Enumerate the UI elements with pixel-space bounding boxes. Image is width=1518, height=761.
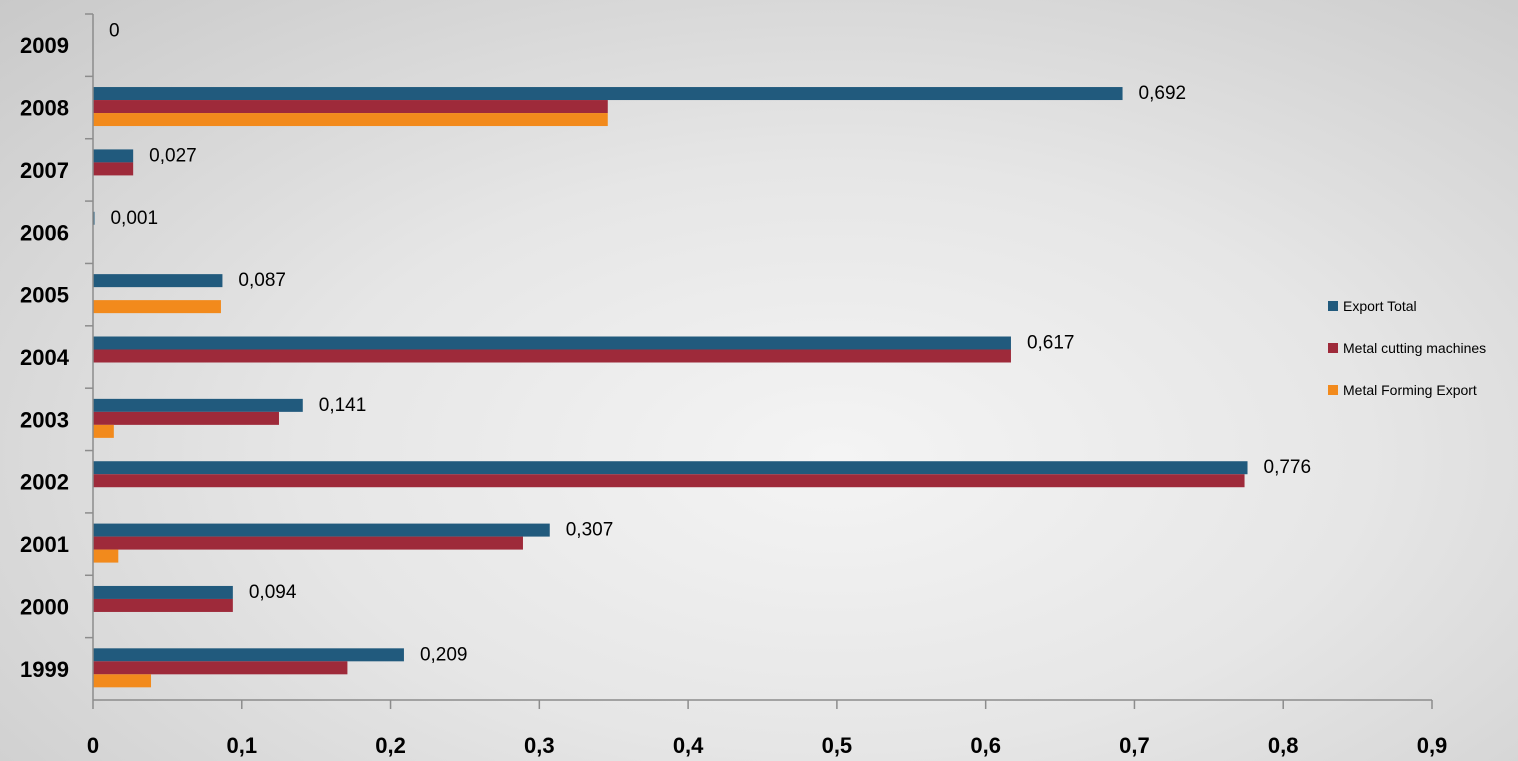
bar-export-total-2007	[93, 149, 134, 163]
data-labels-layer: 0,209 0,094 0,307 0,776 0,141 0,617 0,087 0,001…	[109, 21, 1311, 666]
bar-metal-cutting-machines-2007	[93, 162, 134, 176]
y-tick-label-2006: 2006	[20, 220, 69, 245]
y-tick-label-2004: 2004	[20, 345, 70, 370]
bar-export-total-2001	[93, 523, 550, 537]
bar-export-total-2005	[93, 274, 223, 288]
x-tick-label-2: 0,2	[375, 733, 406, 758]
bar-export-total-2000	[93, 585, 233, 599]
y-tick-label-2002: 2002	[20, 470, 69, 495]
bar-metal-cutting-machines-1999	[93, 661, 348, 675]
legend-label-export-total: Export Total	[1343, 298, 1417, 314]
data-label-2002: 0,776	[1264, 457, 1312, 478]
data-label-2006: 0,001	[110, 208, 158, 229]
x-tick-label-0: 0	[87, 733, 99, 758]
data-label-2007: 0,027	[149, 145, 197, 166]
data-label-2003: 0,141	[319, 395, 367, 416]
bar-export-total-2003	[93, 398, 303, 412]
y-axis: 1999 2000 2001 2002 2003 2004 2005 2006 2007 2008…	[20, 13, 94, 700]
bar-export-total-2004	[93, 336, 1011, 350]
x-tick-label-9: 0,9	[1417, 733, 1448, 758]
x-tick-label-6: 0,6	[970, 733, 1001, 758]
bar-metal-forming-export-2008	[93, 113, 608, 127]
y-tick-label-2001: 2001	[20, 532, 69, 557]
x-tick-label-1: 0,1	[226, 733, 257, 758]
y-tick-label-2000: 2000	[20, 594, 69, 619]
bar-metal-cutting-machines-2004	[93, 349, 1011, 363]
data-label-2001: 0,307	[566, 520, 614, 541]
x-tick-label-4: 0,4	[673, 733, 704, 758]
y-tick-label-1999: 1999	[20, 657, 69, 682]
x-tick-label-5: 0,5	[822, 733, 853, 758]
legend: Export Total Metal cutting machines Metal …	[1328, 298, 1486, 398]
legend-label-metal-cutting-machines: Metal cutting machines	[1343, 340, 1486, 356]
bar-metal-forming-export-2003	[93, 424, 114, 438]
bar-metal-forming-export-2005	[93, 300, 221, 314]
bar-metal-cutting-machines-2002	[93, 474, 1245, 488]
data-label-1999: 0,209	[420, 644, 468, 665]
y-tick-label-2007: 2007	[20, 158, 69, 183]
y-tick-label-2003: 2003	[20, 407, 69, 432]
legend-label-metal-forming-export: Metal Forming Export	[1343, 382, 1477, 398]
data-label-2004: 0,617	[1027, 333, 1075, 354]
data-label-2009: 0	[109, 21, 120, 42]
x-tick-label-8: 0,8	[1268, 733, 1299, 758]
bar-metal-cutting-machines-2003	[93, 411, 279, 425]
y-tick-label-2005: 2005	[20, 283, 69, 308]
data-label-2000: 0,094	[249, 582, 297, 603]
legend-swatch-metal-forming-export	[1328, 385, 1338, 395]
data-label-2008: 0,692	[1139, 83, 1187, 104]
y-tick-label-2008: 2008	[20, 96, 69, 121]
legend-swatch-export-total	[1328, 301, 1338, 311]
x-tick-label-3: 0,3	[524, 733, 555, 758]
bar-export-total-1999	[93, 648, 404, 662]
bar-metal-cutting-machines-2000	[93, 598, 233, 612]
y-tick-label-2009: 2009	[20, 33, 69, 58]
bar-metal-cutting-machines-2001	[93, 536, 523, 550]
x-axis: 0 0,1 0,2 0,3 0,4 0,5 0,6 0,7 0,8 0,9	[87, 699, 1448, 758]
bars-layer	[93, 87, 1248, 688]
bar-export-total-2002	[93, 461, 1248, 475]
x-tick-label-7: 0,7	[1119, 733, 1150, 758]
bar-metal-forming-export-1999	[93, 674, 152, 688]
bar-metal-forming-export-2001	[93, 549, 119, 563]
data-label-2005: 0,087	[238, 270, 286, 291]
bar-metal-cutting-machines-2008	[93, 100, 608, 114]
legend-swatch-metal-cutting-machines	[1328, 343, 1338, 353]
bar-export-total-2008	[93, 87, 1123, 101]
